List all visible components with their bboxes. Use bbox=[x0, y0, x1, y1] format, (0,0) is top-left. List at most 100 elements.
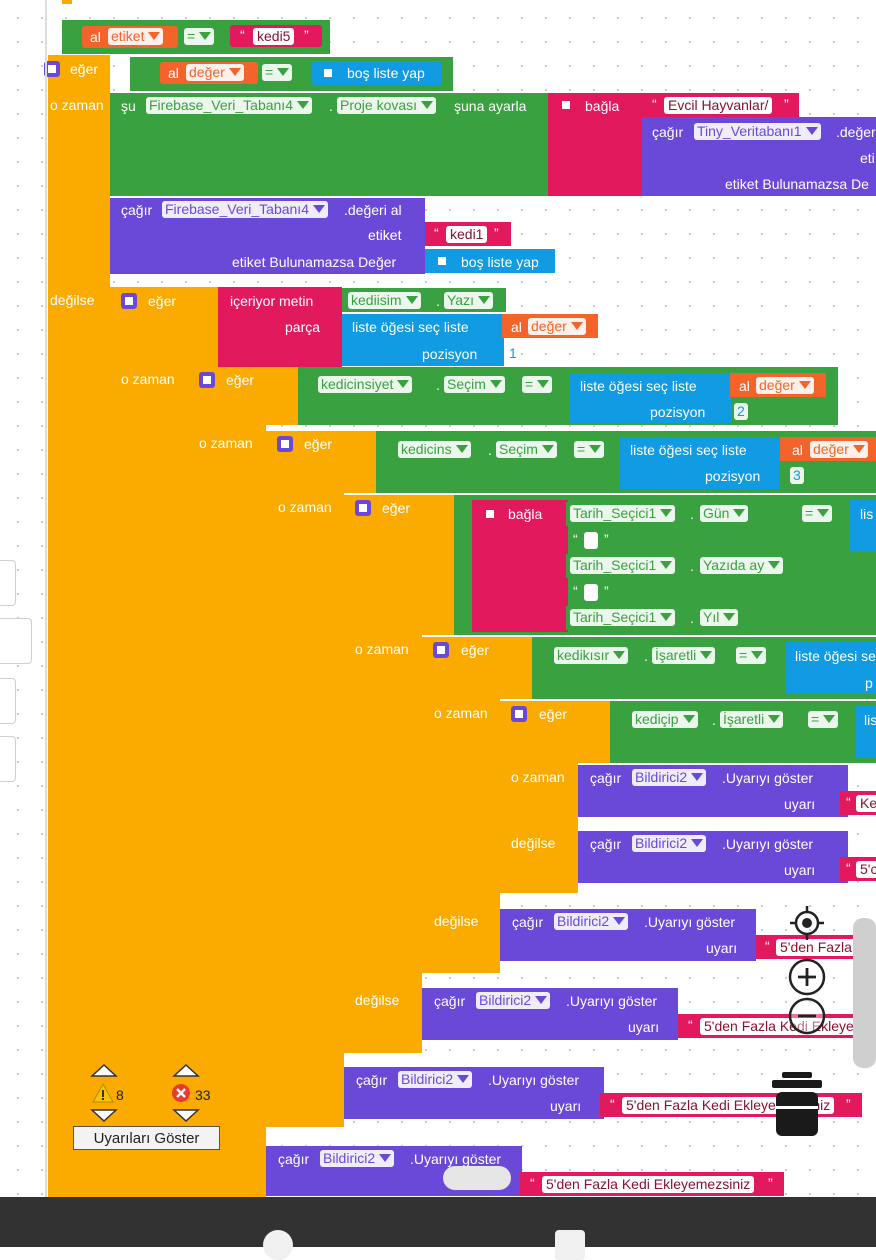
component-dropdown[interactable]: Tarih_Seçici1 bbox=[570, 609, 676, 626]
position-label: pozisyon bbox=[705, 468, 761, 484]
home-button[interactable] bbox=[263, 1230, 293, 1260]
component-dropdown[interactable]: kediçip bbox=[632, 711, 698, 728]
contains-text-block[interactable] bbox=[218, 287, 342, 367]
trash-icon[interactable] bbox=[768, 1070, 826, 1140]
gear-icon[interactable] bbox=[277, 436, 293, 452]
zoom-out-icon[interactable] bbox=[788, 997, 826, 1035]
text-ke[interactable]: Ke bbox=[856, 795, 876, 812]
list-select-block-5[interactable] bbox=[786, 642, 876, 694]
text-evcil[interactable]: Evcil Hayvanlar/ bbox=[664, 97, 773, 114]
text-empty[interactable] bbox=[584, 532, 598, 549]
if-label: eğer bbox=[148, 293, 177, 309]
text-kedi5[interactable]: kedi5 bbox=[253, 28, 295, 45]
list-select-block-1[interactable] bbox=[342, 314, 504, 366]
if-block-level5[interactable] bbox=[344, 495, 454, 635]
property-dropdown[interactable]: Yazıda ay bbox=[700, 557, 784, 574]
outer-if-block[interactable] bbox=[48, 55, 110, 1197]
component-dropdown[interactable]: Bildirici2 bbox=[476, 992, 551, 1009]
property-dropdown[interactable]: Yıl bbox=[700, 609, 739, 626]
property-dropdown[interactable]: Proje kovası bbox=[337, 97, 437, 114]
var-dropdown-deger[interactable]: değer bbox=[186, 64, 244, 81]
operator-dropdown[interactable]: = bbox=[262, 64, 293, 81]
gear-icon[interactable] bbox=[355, 500, 371, 516]
component-dropdown[interactable]: Tiny_Veritabanı1 bbox=[694, 123, 821, 140]
operator-dropdown[interactable]: = bbox=[736, 647, 767, 664]
gear-icon[interactable] bbox=[482, 506, 498, 522]
recents-button[interactable] bbox=[555, 1230, 585, 1260]
text-5den-1[interactable]: 5'den Fazla bbox=[776, 939, 856, 956]
get-label: al bbox=[168, 65, 179, 81]
zoom-in-icon[interactable] bbox=[788, 958, 826, 996]
vertical-scrollbar[interactable] bbox=[853, 918, 876, 1068]
call-label: çağır bbox=[121, 202, 153, 218]
list-select-block-3[interactable] bbox=[620, 437, 780, 489]
operator-dropdown[interactable]: = bbox=[802, 505, 833, 522]
notifier-call-block-1[interactable] bbox=[578, 765, 848, 817]
operator-dropdown[interactable]: = bbox=[574, 441, 605, 458]
property-dropdown[interactable]: Yazı bbox=[444, 292, 493, 309]
notifier-call-block-5[interactable] bbox=[344, 1067, 604, 1119]
warning-prev-arrow[interactable] bbox=[90, 1064, 118, 1078]
component-dropdown[interactable]: kedikısır bbox=[554, 647, 629, 664]
show-warnings-button[interactable]: Uyarıları Göster bbox=[73, 1126, 220, 1150]
gear-icon[interactable] bbox=[320, 65, 336, 81]
recenter-icon[interactable] bbox=[788, 904, 826, 942]
component-dropdown[interactable]: Firebase_Veri_Tabanı4 bbox=[146, 97, 312, 114]
join-block-date[interactable] bbox=[472, 500, 568, 632]
list-select-block-2[interactable] bbox=[570, 373, 732, 423]
property-dropdown[interactable]: Seçim bbox=[444, 376, 505, 393]
side-panel-tab[interactable] bbox=[0, 736, 16, 782]
call-label: çağır bbox=[278, 1151, 310, 1167]
property-dropdown[interactable]: Seçim bbox=[496, 441, 557, 458]
number-1[interactable]: 1 bbox=[506, 345, 520, 362]
var-dropdown-deger[interactable]: değer bbox=[528, 318, 586, 335]
component-dropdown[interactable]: Firebase_Veri_Tabanı4 bbox=[162, 201, 328, 218]
number-3[interactable]: 3 bbox=[790, 467, 804, 484]
component-dropdown[interactable]: kedicins bbox=[398, 441, 471, 458]
property-dropdown[interactable]: İşaretli bbox=[652, 647, 716, 664]
number-2[interactable]: 2 bbox=[734, 403, 748, 420]
list-select-block-6[interactable] bbox=[856, 706, 876, 758]
gear-icon[interactable] bbox=[511, 706, 527, 722]
gear-icon[interactable] bbox=[434, 253, 450, 269]
select-label-fragment: lis bbox=[860, 506, 874, 522]
text-5den-2[interactable]: 5'den Fazla Kedi Ekleye bbox=[700, 1018, 858, 1035]
side-panel-tab[interactable] bbox=[0, 618, 32, 664]
operator-dropdown[interactable]: = bbox=[522, 376, 553, 393]
gear-icon[interactable] bbox=[433, 642, 449, 658]
gear-icon[interactable] bbox=[558, 97, 574, 113]
text-empty[interactable] bbox=[584, 584, 598, 601]
component-dropdown[interactable]: kediisim bbox=[348, 292, 421, 309]
component-dropdown[interactable]: Bildirici2 bbox=[632, 835, 707, 852]
property-dropdown[interactable]: İşaretli bbox=[720, 711, 784, 728]
text-5c[interactable]: 5'c bbox=[856, 861, 876, 878]
drag-handle[interactable] bbox=[443, 1166, 511, 1190]
var-dropdown-deger[interactable]: değer bbox=[756, 377, 814, 394]
property-dropdown[interactable]: Gün bbox=[700, 505, 749, 522]
list-select-block-4[interactable] bbox=[850, 500, 876, 552]
text-5den-4[interactable]: 5'den Fazla Kedi Ekleyemezsiniz bbox=[542, 1176, 755, 1193]
component-dropdown[interactable]: Tarih_Seçici1 bbox=[570, 557, 676, 574]
component-dropdown[interactable]: Bildirici2 bbox=[632, 769, 707, 786]
component-dropdown[interactable]: Tarih_Seçici1 bbox=[570, 505, 676, 522]
component-dropdown[interactable]: Bildirici2 bbox=[398, 1071, 473, 1088]
notifier-call-block-2[interactable] bbox=[578, 831, 848, 883]
error-prev-arrow[interactable] bbox=[172, 1064, 200, 1078]
operator-dropdown[interactable]: = bbox=[184, 28, 215, 45]
operator-dropdown[interactable]: = bbox=[808, 711, 839, 728]
side-panel-tab[interactable] bbox=[0, 560, 16, 606]
arg-label: uyarı bbox=[784, 796, 816, 812]
component-dropdown[interactable]: kedicinsiyet bbox=[318, 376, 413, 393]
var-dropdown-etiket[interactable]: etiket bbox=[108, 28, 164, 45]
var-dropdown-deger[interactable]: değer bbox=[810, 441, 868, 458]
side-panel-tab[interactable] bbox=[0, 678, 16, 724]
gear-icon[interactable] bbox=[199, 372, 215, 388]
warning-next-arrow[interactable] bbox=[90, 1108, 118, 1122]
piece-label: parça bbox=[285, 319, 321, 335]
error-next-arrow[interactable] bbox=[172, 1108, 200, 1122]
gear-icon[interactable] bbox=[121, 293, 137, 309]
component-dropdown[interactable]: Bildirici2 bbox=[554, 913, 629, 930]
text-kedi1[interactable]: kedi1 bbox=[446, 226, 488, 243]
method-label: .Uyarıyı göster bbox=[722, 770, 814, 786]
component-dropdown[interactable]: Bildirici2 bbox=[320, 1150, 395, 1167]
